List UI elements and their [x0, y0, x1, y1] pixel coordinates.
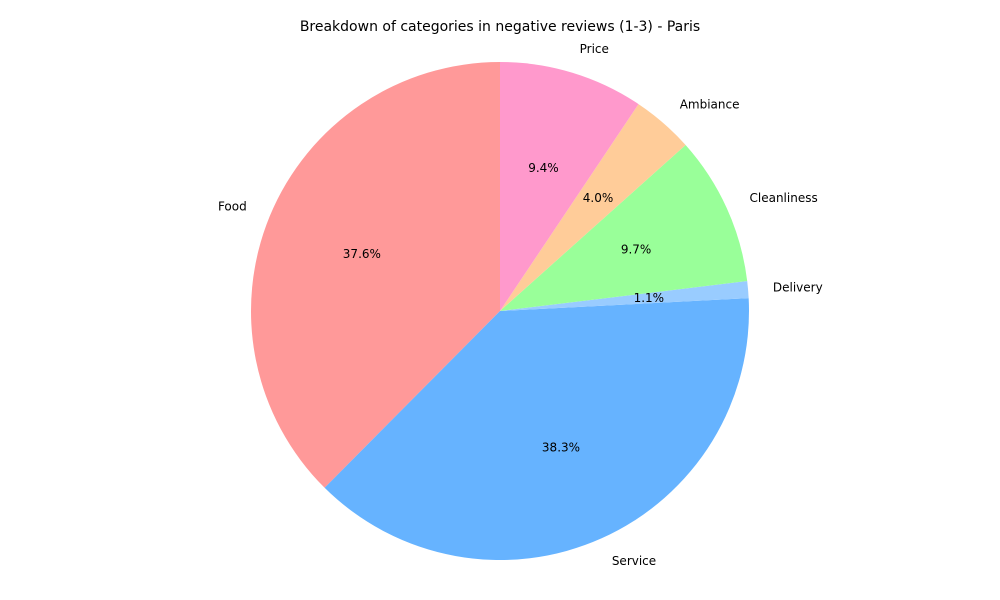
slice-label-cleanliness: Cleanliness: [750, 191, 818, 205]
pie-labels: Food Service Delivery Cleanliness Ambiance Pr…: [218, 42, 823, 568]
slice-percent-food: 37.6%: [343, 247, 381, 261]
slice-percent-ambiance: 4.0%: [583, 191, 614, 205]
slice-label-service: Service: [612, 554, 656, 568]
pie-slice-cleanliness: [500, 145, 748, 311]
slice-percent-price: 9.4%: [528, 161, 559, 175]
slice-percent-delivery: 1.1%: [634, 291, 665, 305]
pie-slice-price: [500, 62, 639, 311]
pie-slice-ambiance: [500, 104, 686, 311]
pie-slice-food: [250, 62, 500, 488]
chart-title: Breakdown of categories in negative revi…: [300, 19, 700, 35]
pie-slice-service: [324, 298, 750, 560]
slice-percent-service: 38.3%: [542, 440, 580, 454]
pie-slice-delivery: [500, 280, 749, 311]
slice-label-food: Food: [218, 200, 247, 214]
pie-percent-labels: 37.6% 38.3% 1.1% 9.7% 4.0% 9.4%: [343, 161, 664, 454]
slice-percent-cleanliness: 9.7%: [621, 242, 652, 256]
slice-label-price: Price: [580, 42, 609, 56]
slice-label-ambiance: Ambiance: [680, 97, 740, 111]
slice-label-delivery: Delivery: [773, 280, 823, 294]
pie-slices: [250, 62, 750, 560]
